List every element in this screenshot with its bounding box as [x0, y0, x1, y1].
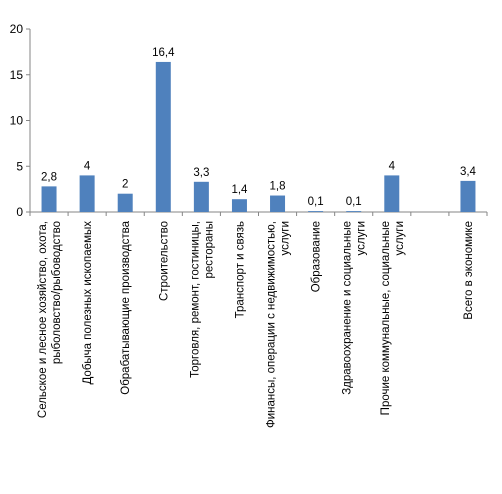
x-tick-label: Строительство — [158, 221, 170, 301]
y-tick-label: 15 — [10, 68, 24, 82]
bar — [270, 195, 286, 212]
x-tick-label: Транспорт и связь — [234, 221, 246, 318]
y-tick-label: 10 — [10, 114, 24, 128]
data-labels: 2,8 4 2 16,4 3,3 1,4 1,8 0,1 0,1 4 3,4 — [41, 47, 477, 208]
bar — [346, 211, 362, 212]
data-label: 2,8 — [41, 171, 57, 183]
data-label: 4 — [84, 160, 91, 172]
bars — [41, 61, 476, 212]
bar — [79, 175, 95, 212]
x-tick-label: Прочие коммунальные, социальные услуги — [380, 221, 406, 415]
x-tick-label: Всего в экономике — [463, 221, 475, 320]
x-tick-label: Финансы, операции с недвижимостью, услуги — [266, 221, 292, 428]
bar — [384, 175, 400, 212]
data-label: 16,4 — [152, 47, 175, 59]
x-tick-label: Добыча полезных ископаемых — [82, 221, 94, 385]
x-tick-label: Образование — [311, 221, 323, 292]
bar — [308, 211, 324, 212]
x-tick-label: Обрабатывающие производства — [120, 220, 132, 394]
x-tick-label: Здравоохранение и социальные услуги — [342, 221, 368, 395]
category-labels: Сельское и лесное хозяйство, охота, рыбол… — [37, 220, 475, 428]
data-label: 0,1 — [346, 196, 362, 208]
y-tick-label: 0 — [16, 205, 23, 219]
bar — [231, 199, 247, 212]
data-label: 2 — [122, 179, 128, 191]
bar — [117, 193, 133, 212]
data-label: 3,3 — [193, 167, 209, 179]
bar — [41, 186, 57, 212]
y-tick-label: 5 — [16, 159, 23, 173]
bar — [155, 61, 171, 212]
data-label: 1,4 — [231, 184, 248, 196]
data-label: 1,8 — [270, 181, 286, 193]
x-tick-label: Сельское и лесное хозяйство, охота, рыбол… — [37, 221, 63, 418]
data-label: 4 — [389, 160, 396, 172]
axes: 0 5 10 15 20 — [10, 22, 488, 219]
x-tick-label: Торговля, ремонт, гостиницы, рестораны — [189, 221, 215, 378]
y-tick-label: 20 — [10, 22, 24, 36]
data-label: 3,4 — [460, 166, 477, 178]
bar — [460, 180, 476, 212]
data-label: 0,1 — [308, 196, 324, 208]
bar — [193, 181, 209, 212]
